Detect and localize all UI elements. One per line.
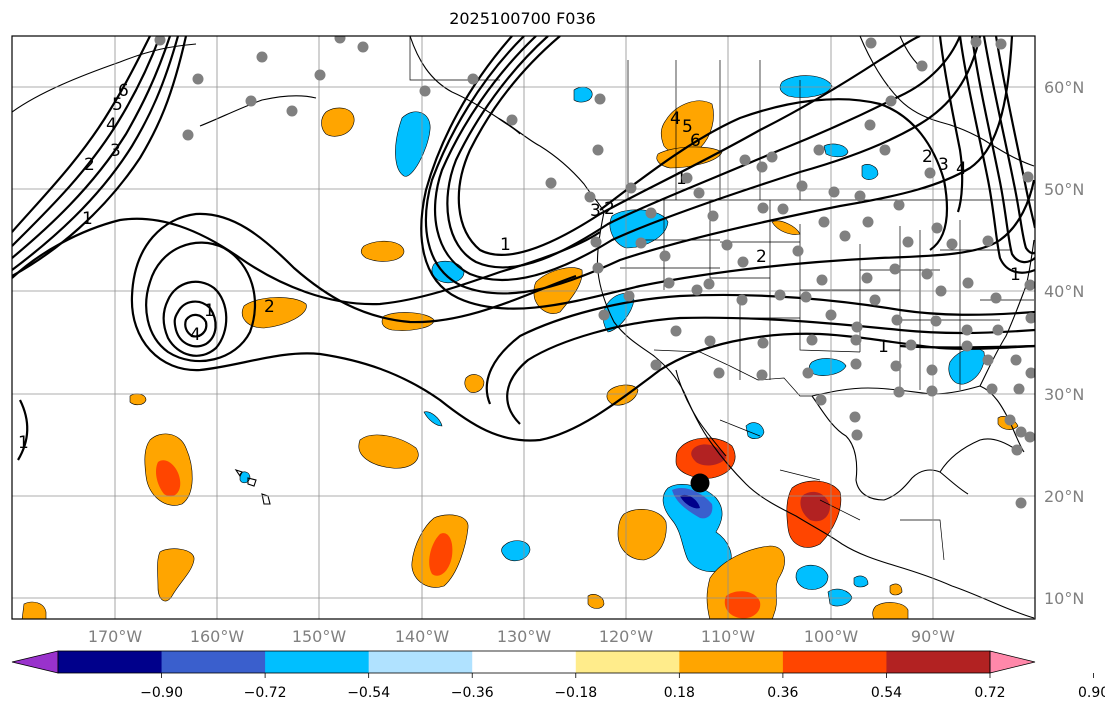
station-dots — [154, 36, 1035, 509]
contour-label: 5 — [112, 95, 123, 115]
longitude-labels: 170°W 160°W 150°W 140°W 130°W 120°W 110°… — [88, 627, 955, 646]
contour-label: 2 — [264, 297, 275, 317]
lon-label: 110°W — [701, 627, 756, 646]
contour-label: 6 — [690, 131, 701, 151]
colorbar-tick-label: −0.54 — [347, 685, 390, 701]
lat-label: 20°N — [1044, 487, 1084, 506]
lat-label: 50°N — [1044, 180, 1084, 199]
storm-center-marker — [690, 473, 710, 493]
colorbar-segment — [265, 651, 370, 673]
lat-label: 10°N — [1044, 589, 1084, 608]
colorbar-tick-label: 0.36 — [767, 685, 798, 701]
contour-label: 1 — [878, 337, 889, 357]
contour-label: 5 — [682, 117, 693, 137]
political-borders — [409, 36, 1034, 561]
lon-label: 140°W — [395, 627, 450, 646]
contour-label: 6 — [118, 81, 129, 101]
colorbar-segment — [368, 651, 473, 673]
contour-lines — [12, 36, 1035, 461]
colorbar-segment — [472, 651, 577, 673]
colorbar-tick-label: −0.36 — [451, 685, 494, 701]
colorbar-tick-label: 0.18 — [664, 685, 695, 701]
map-frame — [11, 35, 1036, 620]
lat-label: 30°N — [1044, 385, 1084, 404]
colorbar-tick-label: −0.18 — [554, 685, 597, 701]
colorbar-segment — [886, 651, 991, 673]
lon-label: 90°W — [911, 627, 955, 646]
map-title: 2025100700 F036 — [449, 9, 596, 28]
colorbar-outline — [57, 650, 991, 674]
lat-label: 40°N — [1044, 282, 1084, 301]
contour-label: 1 — [18, 433, 29, 453]
contour-label: 1 — [676, 169, 687, 189]
contour-label: 2 — [756, 247, 767, 267]
latitude-labels: 60°N 50°N 40°N 30°N 20°N 10°N — [1044, 78, 1084, 608]
contour-label: 2 — [84, 155, 95, 175]
colorbar-tick-label: −0.72 — [244, 685, 287, 701]
contour-label: 1 — [500, 235, 511, 255]
colorbar-segment — [575, 651, 680, 673]
contour-label: 3 — [590, 201, 601, 221]
colorbar-extend-left — [11, 650, 59, 674]
lon-label: 160°W — [190, 627, 245, 646]
colorbar-segment — [679, 651, 784, 673]
contour-labels: 1 2 3 4 5 6 1 2 3 4 5 6 1 2 1 2 3 4 2 1 … — [18, 81, 1021, 453]
contour-label: 4 — [956, 159, 967, 179]
lon-label: 150°W — [292, 627, 347, 646]
lon-label: 100°W — [804, 627, 859, 646]
colorbar-tick-label: −0.90 — [140, 685, 183, 701]
lon-label: 170°W — [88, 627, 143, 646]
contour-label: 4 — [670, 109, 681, 129]
lon-label: 130°W — [497, 627, 552, 646]
lon-label: 120°W — [599, 627, 654, 646]
colorbar-segment — [58, 651, 163, 673]
contour-label: 4 — [190, 325, 201, 345]
contour-label: 1 — [82, 209, 93, 229]
contour-label: 1 — [1010, 265, 1021, 285]
contour-label: 4 — [106, 115, 117, 135]
colorbar-tick-label: 0.90 — [1078, 685, 1105, 701]
contour-label: 2 — [604, 199, 615, 219]
anomaly-fills — [21, 75, 1019, 619]
contour-label: 2 — [922, 147, 933, 167]
contour-label: 3 — [110, 141, 121, 161]
lat-label: 60°N — [1044, 78, 1084, 97]
colorbar-segment — [161, 651, 266, 673]
contour-label: 3 — [938, 155, 949, 175]
colorbar-extend-right — [989, 650, 1036, 674]
colorbar-tick-label: 0.72 — [974, 685, 1005, 701]
colorbar-segment — [782, 651, 887, 673]
colorbar-tick-label: 0.54 — [871, 685, 902, 701]
colorbar: −0.90 −0.72 −0.54 −0.36 −0.18 0.18 0.36 0.54 0.7… — [11, 650, 1105, 701]
contour-label: 1 — [204, 301, 215, 321]
